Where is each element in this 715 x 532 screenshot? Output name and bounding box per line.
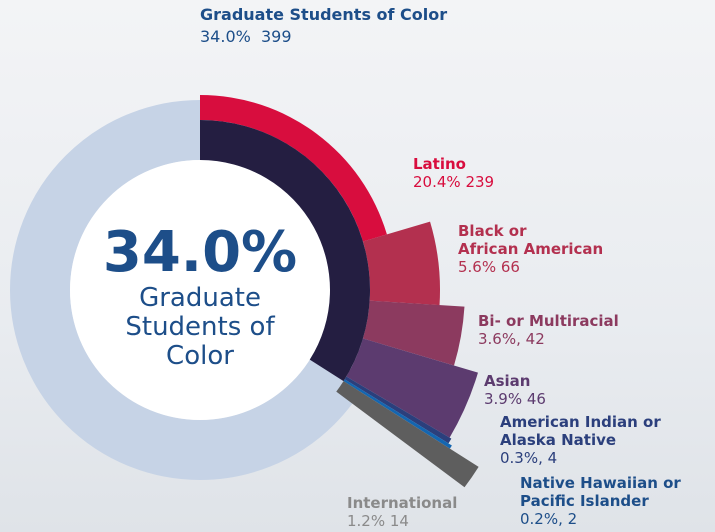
category-name: Native Hawaiian or Pacific Islander: [520, 474, 681, 510]
category-name: Bi- or Multiracial: [478, 312, 619, 330]
category-name: Asian: [484, 372, 546, 390]
center-name: Graduate Students of Color: [120, 284, 280, 371]
category-name: International: [347, 494, 457, 512]
category-count: 46: [527, 390, 546, 408]
infographic: Graduate Students of Color 34.0% 399 34.…: [0, 0, 715, 532]
category-count: 4: [548, 449, 558, 467]
category-percent: 3.9%: [484, 390, 522, 408]
category-count: 239: [465, 173, 494, 191]
category-count: 2: [568, 510, 578, 528]
category-percent: 1.2%: [347, 512, 385, 530]
center-label: 34.0% Graduate Students of Color: [70, 222, 330, 371]
total-percent: 34.0%: [200, 27, 251, 46]
category-percent: 20.4%: [413, 173, 461, 191]
center-percent: 34.0%: [70, 222, 330, 284]
category-percent: 0.2%,: [520, 510, 563, 528]
category-percent: 3.6%,: [478, 330, 521, 348]
category-name: American Indian or Alaska Native: [500, 413, 661, 449]
category-percent: 0.3%,: [500, 449, 543, 467]
total-count: 399: [261, 27, 292, 46]
category-count: 66: [501, 258, 520, 276]
category-name: Black or African American: [458, 222, 603, 258]
category-count: 42: [526, 330, 545, 348]
category-count: 14: [390, 512, 409, 530]
category-name: Latino: [413, 155, 494, 173]
total-name: Graduate Students of Color: [200, 4, 447, 26]
category-percent: 5.6%: [458, 258, 496, 276]
total-label: Graduate Students of Color 34.0% 399: [200, 4, 447, 48]
